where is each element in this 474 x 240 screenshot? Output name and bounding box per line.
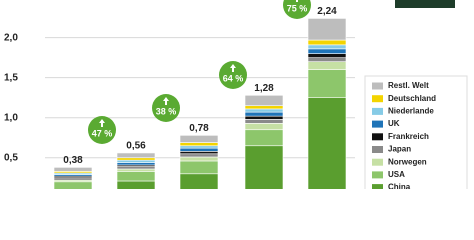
- bar-segment: [53, 167, 93, 172]
- bar-segment: [116, 180, 156, 189]
- legend-swatch: [372, 146, 383, 153]
- legend-label: USA: [388, 170, 405, 179]
- bar-segment: [307, 69, 347, 99]
- growth-badge: [219, 61, 247, 89]
- bar-segment: [116, 171, 156, 182]
- legend-swatch: [372, 184, 383, 189]
- legend-swatch: [372, 171, 383, 179]
- legend-label: Restl. Welt: [388, 81, 429, 90]
- bar-segment: [179, 151, 219, 155]
- bar-segment: [179, 153, 219, 158]
- bar-segment: [244, 95, 284, 107]
- bar-segment: [116, 166, 156, 170]
- growth-label: 38 %: [156, 106, 177, 116]
- bar-segment: [116, 162, 156, 166]
- bar-segment: [307, 97, 347, 189]
- bar-segment: [53, 177, 93, 181]
- bar-segment: [244, 129, 284, 147]
- arrow-icon: [230, 64, 236, 72]
- bar-segment: [179, 147, 219, 152]
- arrow-icon: [99, 119, 105, 127]
- bar-segment: [179, 173, 219, 189]
- bar-segment: [244, 108, 284, 113]
- legend-swatch: [372, 158, 383, 166]
- bar-segment: [244, 119, 284, 124]
- legend-label: Deutschland: [388, 94, 436, 103]
- arrow-icon: [296, 0, 298, 2]
- y-tick-label: 1,0: [4, 112, 18, 123]
- y-tick-label: 2,0: [4, 32, 18, 43]
- bar-segment: [307, 39, 347, 46]
- bar-segment: [53, 181, 93, 189]
- bar-segment: [116, 157, 156, 161]
- growth-label: 47 %: [92, 128, 113, 138]
- bar-segment: [244, 115, 284, 120]
- bar-segment: [307, 61, 347, 70]
- bar-segment: [179, 142, 219, 147]
- legend-swatch: [372, 95, 383, 103]
- total-label: 0,56: [126, 141, 146, 152]
- bar-segment: [307, 53, 347, 58]
- bar-segment: [307, 57, 347, 62]
- legend-swatch: [372, 107, 383, 115]
- growth-badge: [152, 94, 180, 122]
- total-label: 1,28: [254, 83, 274, 94]
- total-label: 2,24: [317, 6, 337, 17]
- bar-segment: [244, 105, 284, 110]
- legend-swatch: [372, 120, 383, 128]
- legend-label: Norwegen: [388, 157, 427, 166]
- bar-segment: [244, 145, 284, 189]
- decor: [395, 0, 455, 8]
- bar-segment: [179, 145, 219, 149]
- arrow-icon: [163, 97, 169, 105]
- growth-label: 75 %: [287, 3, 308, 13]
- legend-label: China: [388, 183, 411, 189]
- growth-badge: [283, 0, 311, 19]
- chart: 0,5 1,0 1,5 2,0 0,38 0,56 0,78 1,28 2,24 47 % 38 %…: [4, 0, 468, 189]
- legend-box: [364, 75, 468, 189]
- legend-label: Japan: [388, 145, 411, 154]
- bar-segment: [179, 135, 219, 143]
- bar-segment: [116, 152, 156, 159]
- bar-segment: [179, 160, 219, 175]
- total-label: 0,78: [189, 123, 209, 134]
- bar-segment: [116, 159, 156, 163]
- bar-segment: [307, 18, 347, 41]
- growth-badge: [88, 116, 116, 144]
- growth-label: 64 %: [223, 73, 244, 83]
- legend-label: Niederlande: [388, 107, 434, 116]
- total-label: 0,38: [63, 155, 83, 166]
- legend-label: UK: [388, 119, 400, 128]
- legend-label: Frankreich: [388, 132, 429, 141]
- bar-segment: [307, 48, 347, 54]
- bar-segment: [307, 44, 347, 50]
- y-tick-label: 0,5: [4, 152, 18, 163]
- y-tick-label: 1,5: [4, 72, 18, 83]
- bar-segment: [244, 123, 284, 131]
- bar-segment: [179, 156, 219, 162]
- legend-swatch: [372, 133, 383, 141]
- bar-segment: [116, 168, 156, 172]
- bar-segment: [244, 111, 284, 117]
- legend-swatch: [372, 82, 383, 90]
